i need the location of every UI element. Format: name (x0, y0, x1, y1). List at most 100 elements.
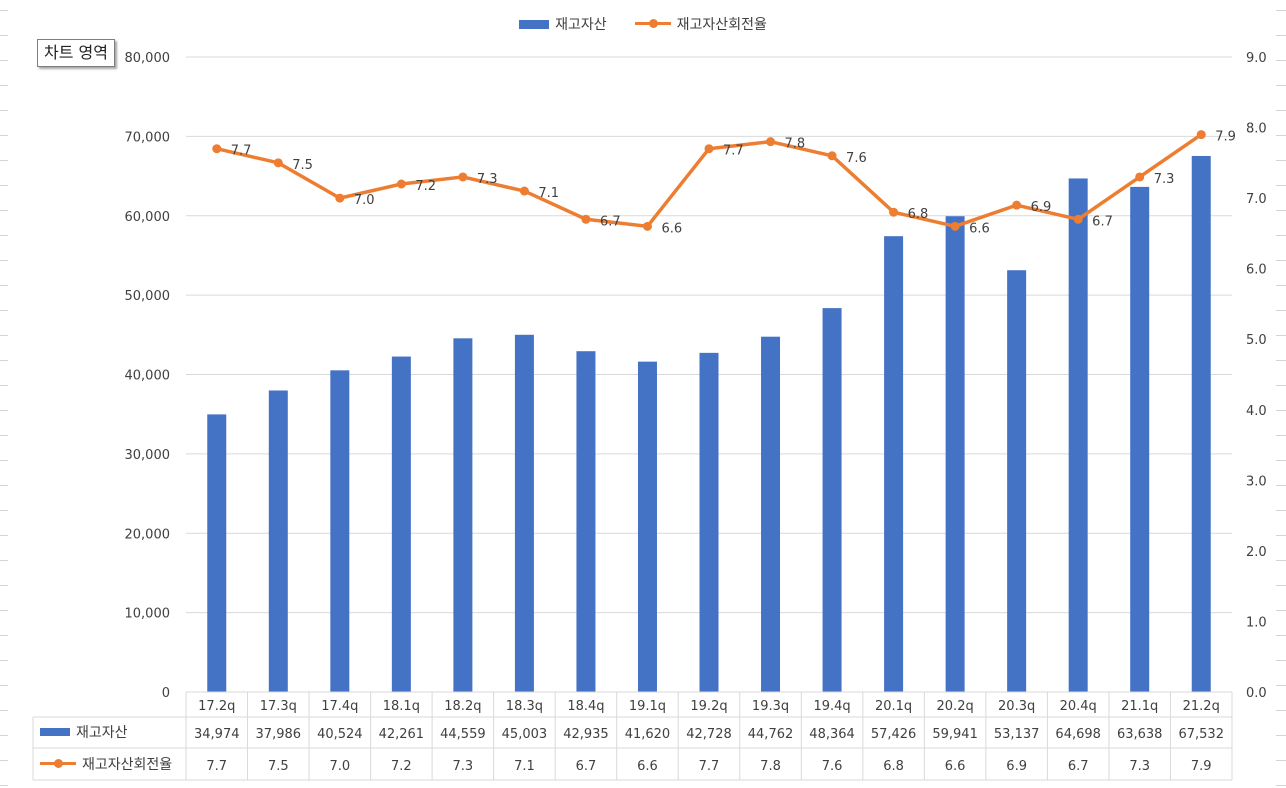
sheet-gridline (0, 785, 8, 786)
x-category-label: 20.2q (937, 699, 974, 714)
bar-20.4q[interactable] (1068, 178, 1088, 693)
line-point-20.3q[interactable] (1012, 200, 1022, 210)
line-point-19.3q[interactable] (766, 137, 776, 147)
bar-19.4q[interactable] (822, 308, 842, 692)
line-point-20.4q[interactable] (1073, 214, 1083, 224)
bar-20.2q[interactable] (945, 216, 965, 692)
sheet-gridline (0, 460, 8, 461)
table-cell-line-value: 6.6 (945, 759, 966, 774)
legend-bar-label: 재고자산 (555, 17, 607, 33)
bar-18.4q[interactable] (576, 351, 596, 692)
line-point-21.1q[interactable] (1135, 172, 1145, 182)
sheet-gridline (0, 485, 8, 486)
sheet-gridline (0, 60, 8, 61)
sheet-gridline (1276, 35, 1286, 36)
table-cell-bar-value: 67,532 (1178, 727, 1224, 742)
line-data-label: 7.1 (538, 186, 559, 201)
y-left-tick-label: 50,000 (125, 289, 171, 304)
bar-19.3q[interactable] (761, 336, 781, 692)
table-cell-line-value: 7.8 (760, 759, 781, 774)
table-bar-label: 재고자산 (76, 725, 128, 741)
sheet-gridline (1276, 710, 1286, 711)
sheet-gridline (0, 260, 8, 261)
table-cell-line-value: 7.0 (329, 759, 350, 774)
bar-17.4q[interactable] (330, 370, 350, 692)
bar-18.2q[interactable] (453, 338, 473, 692)
sheet-gridline (1276, 160, 1286, 161)
line-data-label: 7.3 (477, 172, 498, 187)
sheet-gridline (0, 535, 8, 536)
line-series-swatch-icon (40, 759, 76, 769)
bar-17.2q[interactable] (207, 414, 227, 692)
bar-18.3q[interactable] (514, 334, 534, 692)
x-category-label: 19.3q (752, 699, 789, 714)
line-point-17.4q[interactable] (335, 193, 345, 203)
legend-line-label: 재고자산회전율 (676, 17, 767, 33)
line-point-17.3q[interactable] (273, 158, 283, 168)
table-cell-bar-value: 57,426 (871, 727, 917, 742)
line-point-19.1q[interactable] (642, 221, 652, 231)
legend-item-line[interactable]: 재고자산회전율 (634, 14, 767, 34)
sheet-gridline (1276, 735, 1286, 736)
line-point-18.2q[interactable] (458, 172, 468, 182)
bar-19.1q[interactable] (637, 361, 657, 692)
y-left-tick-label: 60,000 (125, 210, 171, 225)
sheet-gridline (1276, 60, 1286, 61)
legend-item-bar[interactable]: 재고자산 (519, 14, 607, 34)
sheet-gridline (1276, 785, 1286, 786)
line-point-18.1q[interactable] (396, 179, 406, 189)
y-left-tick-label: 20,000 (125, 527, 171, 542)
x-category-label: 20.1q (875, 699, 912, 714)
table-line-label: 재고자산회전율 (82, 757, 173, 773)
line-point-20.2q[interactable] (950, 221, 960, 231)
bar-18.1q[interactable] (391, 356, 411, 692)
sheet-gridline (1276, 185, 1286, 186)
sheet-gridline (0, 135, 8, 136)
sheet-gridline (1276, 310, 1286, 311)
line-point-19.4q[interactable] (827, 151, 837, 161)
line-data-label: 7.9 (1215, 130, 1236, 145)
line-point-20.1q[interactable] (889, 207, 899, 217)
sheet-gridline (1276, 485, 1286, 486)
y-left-tick-label: 80,000 (125, 51, 171, 66)
sheet-gridline (0, 760, 8, 761)
sheet-gridline (1276, 285, 1286, 286)
line-point-19.2q[interactable] (704, 144, 714, 154)
sheet-gridline (0, 685, 8, 686)
x-category-label: 18.2q (444, 699, 481, 714)
bar-20.1q[interactable] (884, 236, 904, 692)
line-point-21.2q[interactable] (1196, 130, 1206, 140)
chart-legend[interactable]: 재고자산 재고자산회전율 (0, 14, 1286, 34)
sheet-gridline (1276, 210, 1286, 211)
table-cell-line-value: 7.7 (206, 759, 227, 774)
table-cell-bar-value: 34,974 (194, 727, 240, 742)
table-cell-line-value: 6.6 (637, 759, 658, 774)
sheet-gridline (1276, 235, 1286, 236)
table-cell-bar-value: 40,524 (317, 727, 363, 742)
y-left-tick-label: 0 (162, 686, 170, 701)
sheet-gridline (1276, 110, 1286, 111)
table-cell-bar-value: 53,137 (994, 727, 1040, 742)
sheet-gridline (1276, 635, 1286, 636)
x-category-label: 21.1q (1121, 699, 1158, 714)
table-cell-line-value: 7.9 (1191, 759, 1212, 774)
bar-20.3q[interactable] (1007, 270, 1027, 692)
line-point-18.3q[interactable] (519, 186, 529, 196)
line-point-17.2q[interactable] (212, 144, 222, 154)
x-category-label: 21.2q (1183, 699, 1220, 714)
line-point-18.4q[interactable] (581, 214, 591, 224)
bar-17.3q[interactable] (268, 390, 288, 692)
sheet-gridline (0, 660, 8, 661)
sheet-gridline (0, 435, 8, 436)
table-cell-bar-value: 42,935 (563, 727, 609, 742)
sheet-gridline (1276, 335, 1286, 336)
table-cell-line-value: 7.6 (822, 759, 843, 774)
bar-21.2q[interactable] (1191, 155, 1211, 693)
line-data-label: 6.8 (908, 207, 929, 222)
bar-19.2q[interactable] (699, 352, 719, 692)
line-data-label: 7.5 (292, 158, 313, 173)
line-data-label: 6.6 (969, 221, 990, 236)
bar-21.1q[interactable] (1130, 186, 1150, 693)
table-cell-bar-value: 59,941 (932, 727, 978, 742)
